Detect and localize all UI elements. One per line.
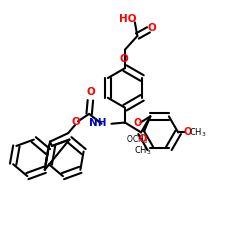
- Text: O: O: [148, 23, 156, 33]
- Text: HO: HO: [119, 14, 136, 24]
- Text: O: O: [133, 118, 141, 128]
- Text: O: O: [184, 128, 192, 138]
- Text: O: O: [86, 86, 95, 97]
- Text: O: O: [72, 117, 80, 127]
- Text: OCH$_3$: OCH$_3$: [126, 134, 148, 146]
- Text: CH$_3$: CH$_3$: [134, 145, 152, 157]
- Text: O: O: [120, 54, 128, 64]
- Text: NH: NH: [89, 118, 106, 128]
- Text: O: O: [139, 134, 147, 144]
- Text: CH$_3$: CH$_3$: [189, 126, 207, 139]
